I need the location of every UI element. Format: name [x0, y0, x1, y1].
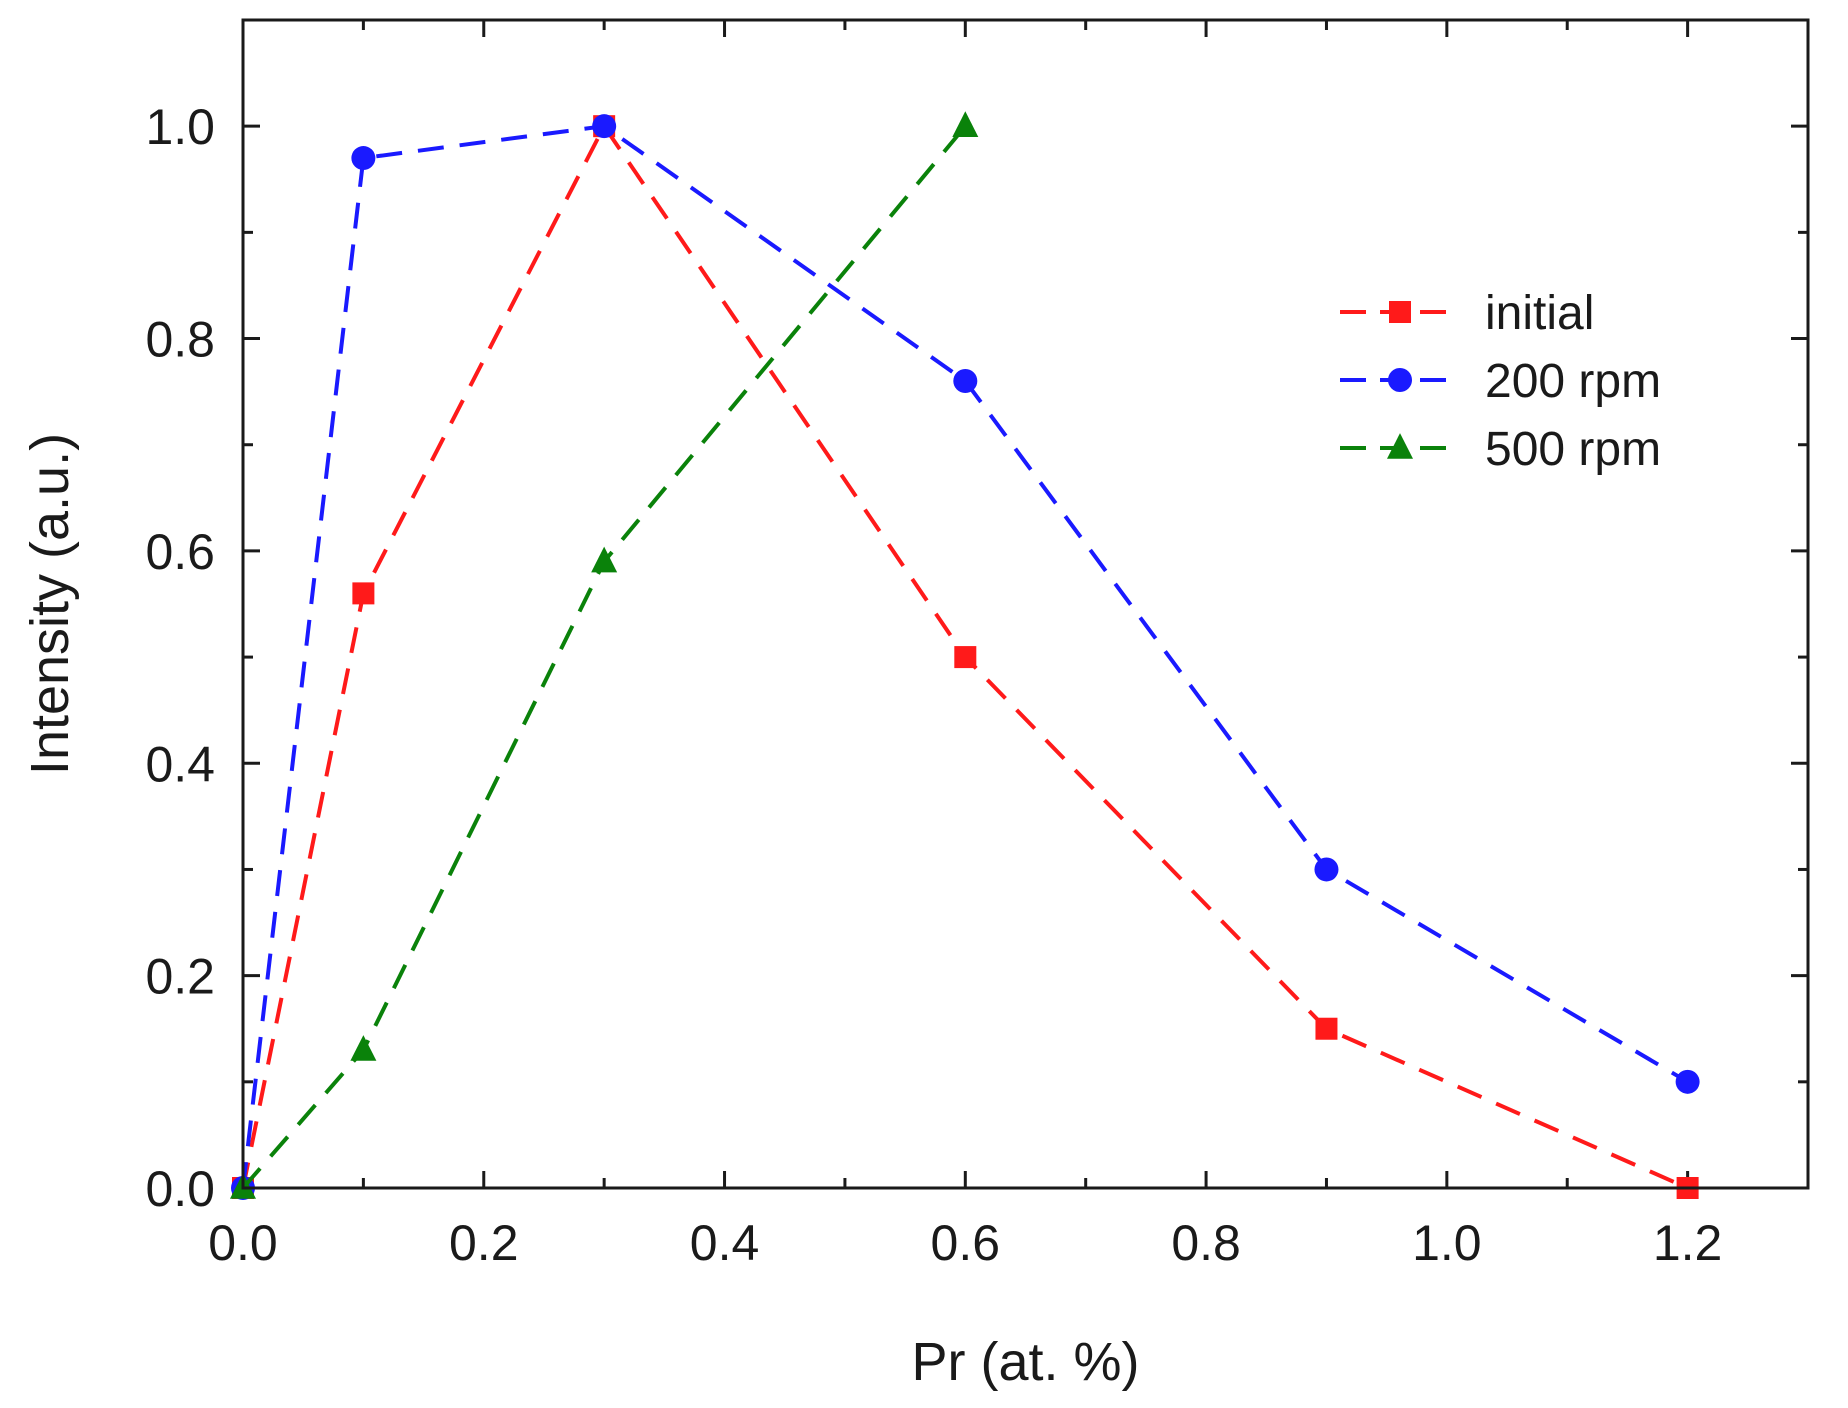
legend-label-initial: initial	[1485, 287, 1594, 340]
y-tick-label: 1.0	[145, 99, 215, 155]
series-layer	[230, 111, 1700, 1200]
x-tick-label: 0.4	[690, 1215, 760, 1271]
legend-label-500-rpm: 500 rpm	[1485, 423, 1661, 476]
y-tick-label: 0.6	[145, 524, 215, 580]
y-tick-label: 0.2	[145, 949, 215, 1005]
y-axis-title: Intensity (a.u.)	[20, 433, 80, 775]
series-line-500-rpm	[241, 124, 967, 1190]
series-500-rpm	[230, 111, 979, 1199]
legend: initial 200 rpm 500 rpm	[1340, 287, 1661, 476]
data-point-200-rpm	[1675, 1069, 1700, 1094]
y-tick-label: 0.4	[145, 736, 215, 792]
data-point-200-rpm	[351, 146, 376, 171]
tick-labels-layer: 0.0 0.2 0.4 0.6 0.8 1.0 1.2 0.0 0.2 0.4 0.6 0.8 1.0	[145, 99, 1722, 1271]
data-point-200-rpm	[953, 369, 978, 394]
plot-frame	[241, 18, 1810, 1190]
x-tick-label: 0.6	[931, 1215, 1001, 1271]
x-tick-label: 1.0	[1412, 1215, 1482, 1271]
legend-label-200-rpm: 200 rpm	[1485, 355, 1661, 408]
legend-item-initial: initial	[1340, 287, 1594, 340]
y-tick-label: 0.8	[145, 312, 215, 368]
x-tick-label: 0.0	[208, 1215, 278, 1271]
data-point-initial	[352, 582, 375, 605]
x-tick-label: 0.2	[449, 1215, 519, 1271]
legend-marker-200-rpm	[1388, 368, 1412, 392]
data-point-200-rpm	[592, 114, 617, 139]
data-point-200-rpm	[1314, 857, 1339, 882]
x-axis-title: Pr (at. %)	[911, 1332, 1139, 1392]
series-line-initial	[241, 124, 1689, 1190]
x-tick-label: 1.2	[1653, 1215, 1723, 1271]
data-point-500-rpm	[591, 546, 618, 573]
data-point-initial	[954, 646, 977, 669]
legend-marker-initial	[1389, 301, 1411, 323]
data-point-500-rpm	[350, 1035, 377, 1061]
series-initial	[232, 115, 1699, 1199]
legend-marker-500-rpm	[1387, 433, 1413, 459]
legend-item-200-rpm: 200 rpm	[1340, 355, 1661, 408]
data-point-initial	[1315, 1017, 1338, 1040]
x-tick-label: 0.8	[1171, 1215, 1241, 1271]
legend-item-500-rpm: 500 rpm	[1340, 423, 1661, 476]
y-tick-label: 0.0	[145, 1161, 215, 1217]
series-line-200-rpm	[241, 124, 1689, 1189]
data-point-500-rpm	[952, 111, 979, 137]
